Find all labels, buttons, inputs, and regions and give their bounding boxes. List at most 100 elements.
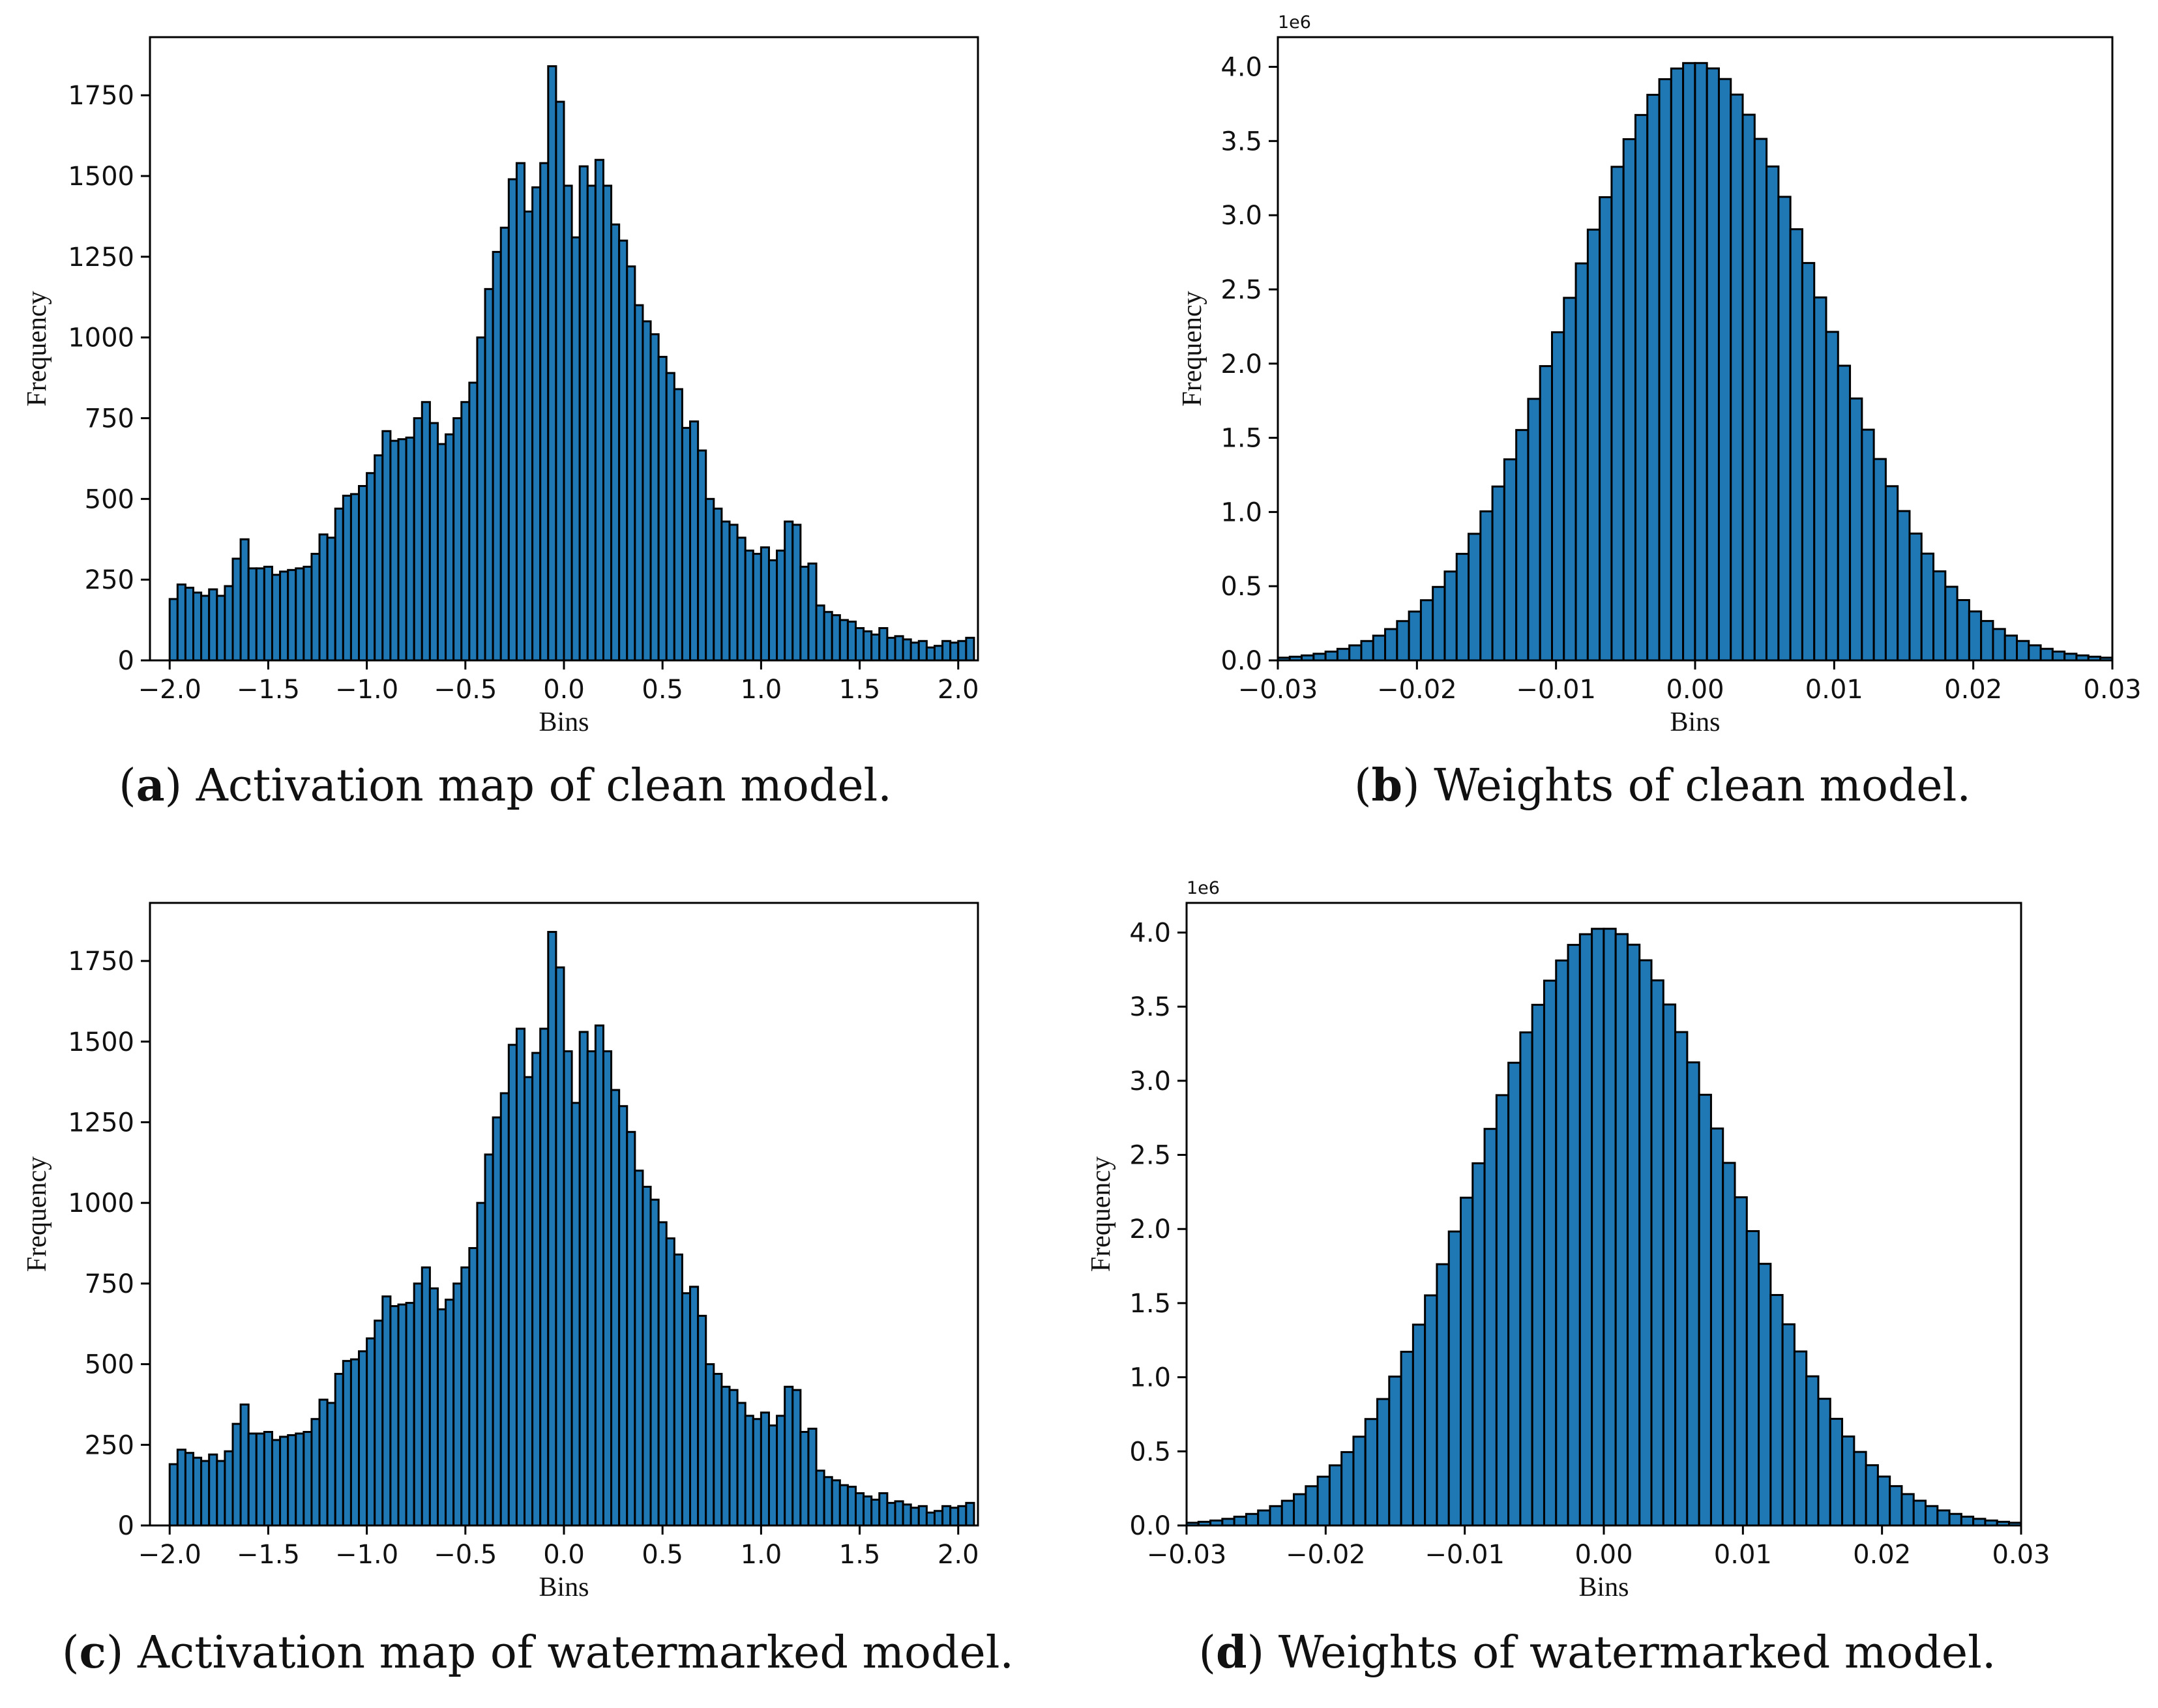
histogram-bar xyxy=(1408,610,1422,662)
histogram-bar xyxy=(1741,113,1756,662)
histogram-bar xyxy=(917,640,928,662)
x-tick-label: −0.03 xyxy=(1238,675,1318,705)
histogram-bar xyxy=(1574,262,1589,662)
histogram-bar xyxy=(381,430,392,662)
histogram-bar xyxy=(231,557,242,662)
histogram-bar xyxy=(413,1282,423,1527)
histogram-bar xyxy=(1789,228,1803,662)
histogram-bar xyxy=(1825,331,1839,662)
histogram-bar xyxy=(231,1422,242,1527)
histogram-bar xyxy=(436,443,447,662)
histogram-bar xyxy=(689,420,700,662)
histogram-bar xyxy=(736,1402,746,1527)
histogram-bar xyxy=(1610,166,1625,662)
histogram-bar xyxy=(1519,1031,1533,1527)
histogram-bar xyxy=(870,1498,881,1527)
histogram-bar xyxy=(925,1511,936,1527)
histogram-bar xyxy=(1646,93,1661,662)
chart-a: −2.0 −1.5 −1.0 −0.5 0.0 0.5 1.0 1.5 2.0 0 250 500 75… xyxy=(22,36,979,737)
y-tick-label: 1.0 xyxy=(1220,497,1262,527)
histogram-bar xyxy=(1968,610,1983,662)
histogram-bar xyxy=(1543,979,1558,1527)
x-tick-label: 0.5 xyxy=(642,1540,683,1570)
histogram-bar xyxy=(1364,1418,1379,1527)
y-tick-label: 3.5 xyxy=(1129,992,1171,1022)
histogram-bar xyxy=(452,1282,463,1527)
histogram-bar xyxy=(831,1479,841,1527)
histogram-bar xyxy=(1412,1323,1426,1527)
histogram-bar xyxy=(192,1456,203,1527)
histogram-bar xyxy=(602,184,613,662)
histogram-bar xyxy=(1400,1351,1414,1527)
histogram-bar xyxy=(917,1505,928,1527)
histogram-bar xyxy=(468,1246,479,1527)
histogram-bar xyxy=(247,1432,258,1527)
histogram-bar xyxy=(168,1463,179,1527)
x-tick-label: −0.03 xyxy=(1147,1540,1227,1570)
histogram-bar xyxy=(1758,1263,1772,1527)
histogram-bar xyxy=(1972,1518,1987,1527)
histogram-bar xyxy=(720,520,731,662)
y-tick-label: 500 xyxy=(85,484,134,514)
histogram-bar xyxy=(295,567,305,662)
histogram-bar xyxy=(1336,647,1351,662)
histogram-bar xyxy=(594,158,604,662)
y-tick-label: 4.0 xyxy=(1220,53,1262,83)
histogram-bar xyxy=(799,565,810,662)
histogram-bar xyxy=(855,626,865,662)
histogram-bar xyxy=(1352,1436,1367,1527)
histogram-bar xyxy=(224,585,234,662)
histogram-bar xyxy=(1837,364,1852,662)
y-tick-label: 1750 xyxy=(68,81,134,111)
histogram-bar xyxy=(405,436,415,662)
histogram-bar xyxy=(1245,1512,1260,1527)
histogram-bar xyxy=(941,1505,952,1527)
histogram-bar xyxy=(460,401,471,662)
histogram-bar xyxy=(705,497,715,662)
histogram-bar xyxy=(547,65,557,662)
histogram-bar xyxy=(1948,1512,1962,1527)
x-tick-label: 0.02 xyxy=(1853,1540,1911,1570)
histogram-bar xyxy=(878,626,889,662)
histogram-bar xyxy=(342,494,352,662)
histogram-bar xyxy=(909,641,920,662)
histogram-bar xyxy=(200,1460,211,1527)
histogram-bar xyxy=(1674,1031,1689,1527)
histogram-bar xyxy=(776,550,786,662)
caption-b-tag: b xyxy=(1371,759,1403,812)
y-tick-label: 2.0 xyxy=(1129,1215,1171,1244)
histogram-bar xyxy=(1293,1493,1307,1527)
y-axis-label: Frequency xyxy=(1177,291,1207,406)
histogram-bar xyxy=(1781,1323,1796,1527)
histogram-bar xyxy=(547,931,557,1527)
histogram-bar xyxy=(586,1050,597,1527)
histogram-bar xyxy=(1932,570,1947,662)
y-tick-label: 3.0 xyxy=(1129,1067,1171,1097)
histogram-bar xyxy=(326,537,336,662)
histogram-bar xyxy=(1670,67,1685,662)
histogram-bar xyxy=(507,178,518,662)
histogram-bar xyxy=(334,1372,344,1527)
histogram-bar xyxy=(2016,640,2030,662)
histogram-bar xyxy=(1622,138,1636,662)
y-tick-label: 1.0 xyxy=(1129,1363,1171,1393)
histogram-bar xyxy=(1471,1162,1486,1527)
histogram-bar xyxy=(697,449,707,662)
histogram-bar xyxy=(358,485,368,662)
histogram-bar xyxy=(863,1495,873,1527)
histogram-bar xyxy=(1717,78,1732,662)
x-tick-label: −1.0 xyxy=(335,1540,398,1570)
histogram-bar xyxy=(1925,1505,1939,1527)
histogram-bar xyxy=(515,1027,526,1527)
histogram-bar xyxy=(524,210,534,662)
histogram-bar xyxy=(1599,196,1613,662)
histogram-bar xyxy=(1221,1518,1235,1527)
histogram-bar xyxy=(1586,228,1601,662)
histogram-bar xyxy=(239,538,250,662)
histogram-bar xyxy=(894,1500,904,1527)
histogram-bar xyxy=(838,1484,849,1527)
histogram-bar xyxy=(263,1431,273,1527)
histogram-bar xyxy=(484,1153,494,1527)
x-tick-label: 0.03 xyxy=(1992,1540,2050,1570)
histogram-bar xyxy=(349,1358,361,1527)
